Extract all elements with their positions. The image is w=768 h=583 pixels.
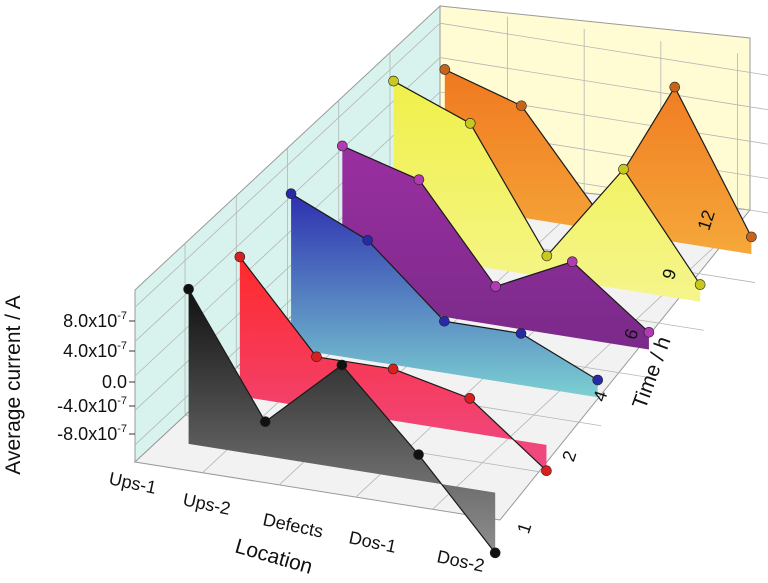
- data-point: [541, 250, 553, 262]
- ribbon-area: [239, 256, 547, 471]
- data-point: [413, 174, 425, 185]
- data-point: [234, 251, 246, 263]
- data-point: [337, 140, 348, 152]
- series-1h: [183, 283, 501, 559]
- data-point: [387, 363, 399, 375]
- data-point: [439, 64, 451, 75]
- data-point: [285, 188, 297, 199]
- data-point: [183, 283, 194, 295]
- series-4h: [285, 188, 603, 398]
- data-point: [643, 327, 655, 338]
- data-point: [592, 374, 603, 386]
- data-point: [388, 75, 399, 87]
- data-point: [464, 393, 476, 404]
- z-axis-ticks: 8.0x10-7 4.0x10-7 0.0 -4.0x10-7 -8.0x10-7: [57, 310, 135, 444]
- data-point: [489, 547, 501, 559]
- z-tick-label: 8.0x10-7: [63, 310, 127, 331]
- z-tick-label: -8.0x10-7: [57, 423, 127, 444]
- ribbon-area: [444, 69, 752, 255]
- z-axis-title: Average current / A: [2, 295, 25, 474]
- x-tick-label: Dos-2: [435, 546, 486, 576]
- data-point: [413, 449, 424, 460]
- grid-line-depth: [184, 243, 551, 474]
- y-tick-label: 1: [513, 520, 535, 536]
- x-tick-label: Ups-1: [107, 468, 158, 498]
- data-point: [439, 315, 450, 327]
- data-point: [516, 100, 527, 112]
- grid-line-z: [134, 22, 768, 308]
- data-point: [259, 416, 271, 428]
- z-tick-label: 4.0x10-7: [63, 340, 127, 361]
- series-2h: [234, 251, 552, 477]
- data-point: [669, 81, 681, 93]
- data-point: [618, 163, 629, 175]
- data-point: [336, 359, 348, 371]
- data-point: [746, 231, 757, 243]
- x-tick-label: Defects: [261, 509, 325, 541]
- data-point: [566, 256, 578, 267]
- data-point: [694, 279, 706, 290]
- z-tick-label: 0.0: [102, 372, 127, 392]
- series-ribbons: [183, 64, 757, 559]
- ribbon-area: [188, 289, 496, 553]
- x-tick-label: Ups-2: [181, 489, 232, 519]
- ribbon-area: [393, 81, 701, 302]
- z-tick-label: -4.0x10-7: [57, 395, 127, 416]
- series-9h: [388, 75, 706, 302]
- y-tick-label: 2: [558, 448, 580, 464]
- data-point: [541, 465, 552, 477]
- data-point: [515, 328, 527, 339]
- x-axis-title: Location: [232, 535, 315, 579]
- data-point: [362, 234, 374, 246]
- data-point: [464, 118, 476, 129]
- data-point: [311, 351, 322, 363]
- grid-line-z: [134, 57, 768, 342]
- x-tick-label: Dos-1: [347, 527, 398, 557]
- data-point: [490, 281, 501, 292]
